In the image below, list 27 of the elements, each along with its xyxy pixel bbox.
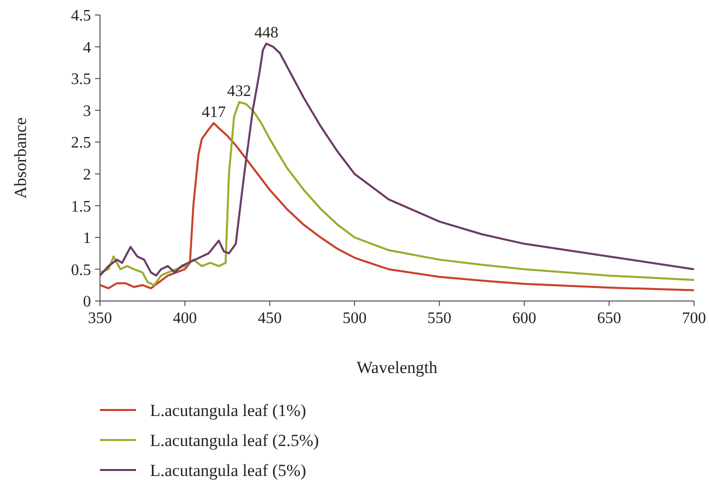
x-tick-label: 350: [88, 310, 112, 327]
line-series: [99, 42, 695, 277]
y-tick-label: 2: [83, 166, 91, 184]
annotation: 417: [202, 104, 226, 122]
y-tick-label: 2.5: [71, 134, 91, 152]
x-tick-label: 700: [682, 310, 706, 327]
annotation: 448: [254, 24, 278, 42]
x-tick-label: 600: [512, 310, 536, 327]
x-axis-title: Wavelength: [356, 358, 438, 377]
y-tick-label: 3: [83, 102, 91, 120]
y-tick-label: 0.5: [71, 262, 91, 279]
x-tick-label: 400: [172, 310, 197, 327]
y-tick-label: 4.5: [71, 8, 91, 25]
y-tick-label: 0: [83, 294, 91, 311]
legend-label: L.acutangula leaf (2.5%): [150, 430, 319, 450]
annotation: 432: [227, 83, 252, 100]
x-tick-label: 550: [427, 310, 452, 327]
y-axis-title: Absorbance: [11, 117, 30, 199]
y-tick-label: 3.5: [71, 71, 91, 88]
y-tick-label: 4: [83, 39, 91, 56]
x-tick-label: 450: [258, 310, 282, 327]
x-tick-label: 650: [597, 310, 622, 327]
x-tick-label: 500: [342, 310, 367, 327]
legend-label: L.acutangula leaf (1%): [150, 400, 306, 420]
legend-label: L.acutangula leaf (5%): [150, 460, 306, 480]
y-tick-label: 1: [83, 230, 91, 248]
y-tick-label: 1.5: [71, 198, 91, 216]
